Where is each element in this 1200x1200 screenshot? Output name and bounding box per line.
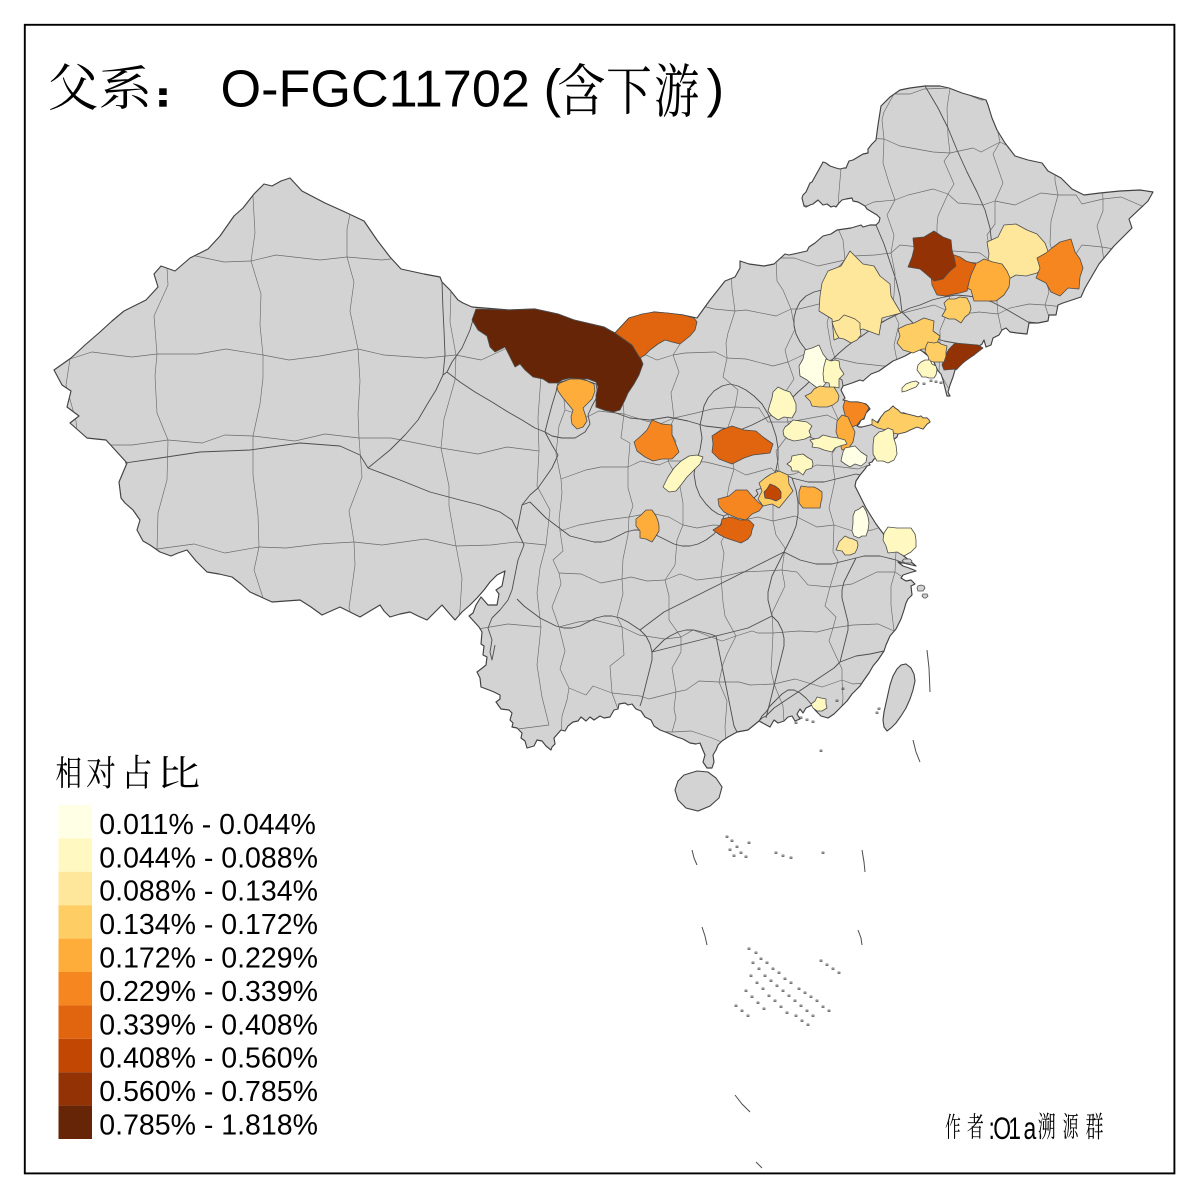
svg-text:0.011% - 0.044%: 0.011% - 0.044% [99, 809, 316, 841]
svg-text:0.560% - 0.785%: 0.560% - 0.785% [99, 1076, 318, 1108]
svg-text:0.408% - 0.560%: 0.408% - 0.560% [99, 1043, 318, 1075]
svg-text:O-FGC11702: O-FGC11702 [221, 61, 530, 119]
svg-text:): ) [707, 60, 725, 119]
svg-text:0.088% - 0.134%: 0.088% - 0.134% [99, 876, 318, 908]
svg-text::: : [989, 1110, 995, 1145]
svg-text:0.044% - 0.088%: 0.044% - 0.088% [99, 842, 318, 874]
svg-text:0.339% - 0.408%: 0.339% - 0.408% [99, 1009, 318, 1041]
svg-text:0.229% - 0.339%: 0.229% - 0.339% [99, 976, 318, 1008]
svg-text:O: O [993, 1110, 1011, 1145]
svg-text:a: a [1024, 1110, 1037, 1145]
svg-text:1: 1 [1008, 1110, 1021, 1145]
svg-text:0.785% - 1.818%: 0.785% - 1.818% [99, 1110, 318, 1142]
svg-text:(: ( [544, 60, 562, 119]
svg-text:0.172% - 0.229%: 0.172% - 0.229% [99, 943, 318, 975]
svg-text:0.134% - 0.172%: 0.134% - 0.172% [99, 909, 318, 941]
